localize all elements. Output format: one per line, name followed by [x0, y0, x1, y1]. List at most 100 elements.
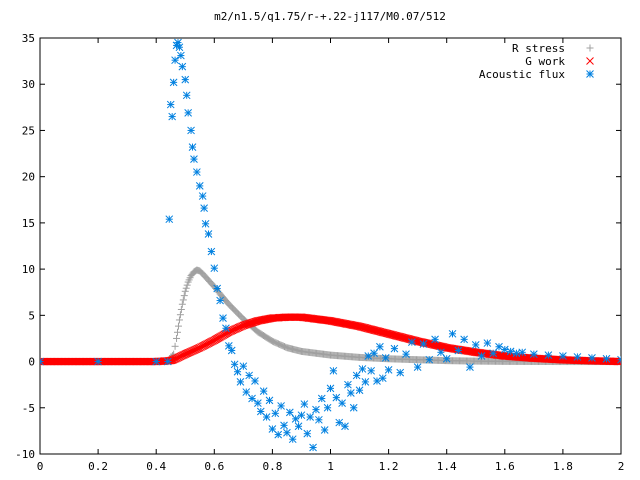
data-point: [171, 56, 179, 65]
data-point: [500, 345, 509, 354]
data-point: [309, 443, 317, 452]
data-point: [169, 78, 178, 87]
data-point: [419, 340, 428, 348]
series-r-stress: [40, 266, 621, 366]
data-point: [188, 143, 197, 151]
data-point: [274, 430, 283, 439]
data-point: [402, 350, 410, 359]
axis-ticks: 0 0.2 0.4 0.6 0.8 1 1.2 1.4 1.6 1.8 2 -10 -5 0 5 10 15 20…: [15, 32, 624, 473]
y-tick-label: 30: [22, 78, 35, 91]
data-point: [413, 363, 422, 371]
data-point: [506, 347, 515, 356]
x-tick-label: 1.6: [495, 460, 515, 473]
data-point: [312, 405, 320, 414]
data-point: [182, 91, 191, 100]
data-point: [346, 389, 355, 397]
data-point: [175, 316, 183, 324]
y-tick-label: -5: [22, 402, 35, 415]
legend-label: R stress: [512, 42, 565, 55]
data-point: [355, 386, 364, 395]
data-point: [303, 429, 312, 438]
data-point: [183, 281, 191, 289]
data-point: [219, 314, 227, 322]
legend-marker: [586, 70, 594, 78]
data-point: [317, 394, 326, 403]
x-tick-label: 0.2: [88, 460, 108, 473]
x-tick-label: 1.2: [379, 460, 399, 473]
data-point: [320, 426, 329, 434]
data-point: [239, 362, 248, 371]
data-point: [396, 368, 405, 377]
data-point: [178, 300, 186, 308]
data-point: [213, 284, 222, 293]
data-point: [477, 352, 486, 360]
data-point: [384, 366, 393, 374]
plot-area: [40, 38, 621, 452]
data-point: [200, 204, 208, 212]
x-tick-label: 2: [618, 460, 625, 473]
x-tick-label: 1.4: [437, 460, 457, 473]
data-point: [442, 354, 451, 363]
data-point: [173, 334, 181, 342]
data-point: [460, 335, 468, 344]
data-point: [297, 411, 306, 420]
data-point: [335, 418, 344, 427]
data-point: [529, 350, 538, 359]
data-point: [300, 400, 309, 408]
y-tick-label: 35: [22, 32, 35, 45]
data-point: [265, 396, 274, 405]
data-point: [329, 366, 338, 375]
data-point: [176, 311, 184, 319]
data-point: [323, 403, 332, 412]
data-point: [466, 363, 474, 371]
data-point: [254, 399, 262, 408]
data-point: [178, 62, 187, 71]
data-point: [230, 360, 239, 369]
data-point: [175, 43, 184, 52]
data-point: [338, 399, 346, 408]
data-point: [174, 322, 182, 330]
data-point: [588, 354, 596, 362]
data-point: [381, 354, 390, 362]
data-point: [370, 349, 378, 358]
y-tick-label: 20: [22, 171, 35, 184]
x-tick-label: 1.8: [553, 460, 573, 473]
data-point: [216, 296, 224, 305]
data-point: [251, 377, 259, 385]
y-tick-label: -10: [15, 448, 35, 461]
data-point: [288, 435, 297, 444]
legend-marker: [586, 44, 594, 52]
data-point: [152, 357, 161, 366]
data-point: [285, 408, 294, 417]
data-point: [193, 168, 201, 176]
data-point: [179, 296, 187, 304]
data-point: [180, 292, 188, 300]
series-acoustic-flux: [40, 38, 621, 452]
data-point: [182, 284, 190, 292]
data-point: [181, 75, 190, 84]
y-tick-label: 5: [28, 309, 35, 322]
data-point: [306, 413, 315, 421]
data-point: [242, 388, 251, 396]
data-point: [171, 342, 179, 350]
data-point: [174, 38, 182, 47]
data-point: [367, 366, 376, 375]
data-point: [573, 353, 582, 361]
data-point: [471, 341, 480, 349]
data-point: [187, 126, 195, 135]
x-tick-label: 0.4: [146, 460, 166, 473]
legend-marker: [586, 57, 594, 65]
data-point: [315, 415, 323, 424]
data-point: [201, 219, 210, 228]
data-point: [204, 230, 213, 238]
chart-title: m2/n1.5/q1.75/r-+.22-j117/M0.07/512: [214, 10, 446, 23]
data-point: [259, 387, 268, 395]
y-tick-label: 0: [28, 356, 35, 369]
data-point: [378, 374, 387, 383]
data-point: [361, 378, 370, 386]
data-point: [390, 344, 399, 353]
data-point: [181, 287, 189, 295]
data-point: [174, 328, 182, 336]
